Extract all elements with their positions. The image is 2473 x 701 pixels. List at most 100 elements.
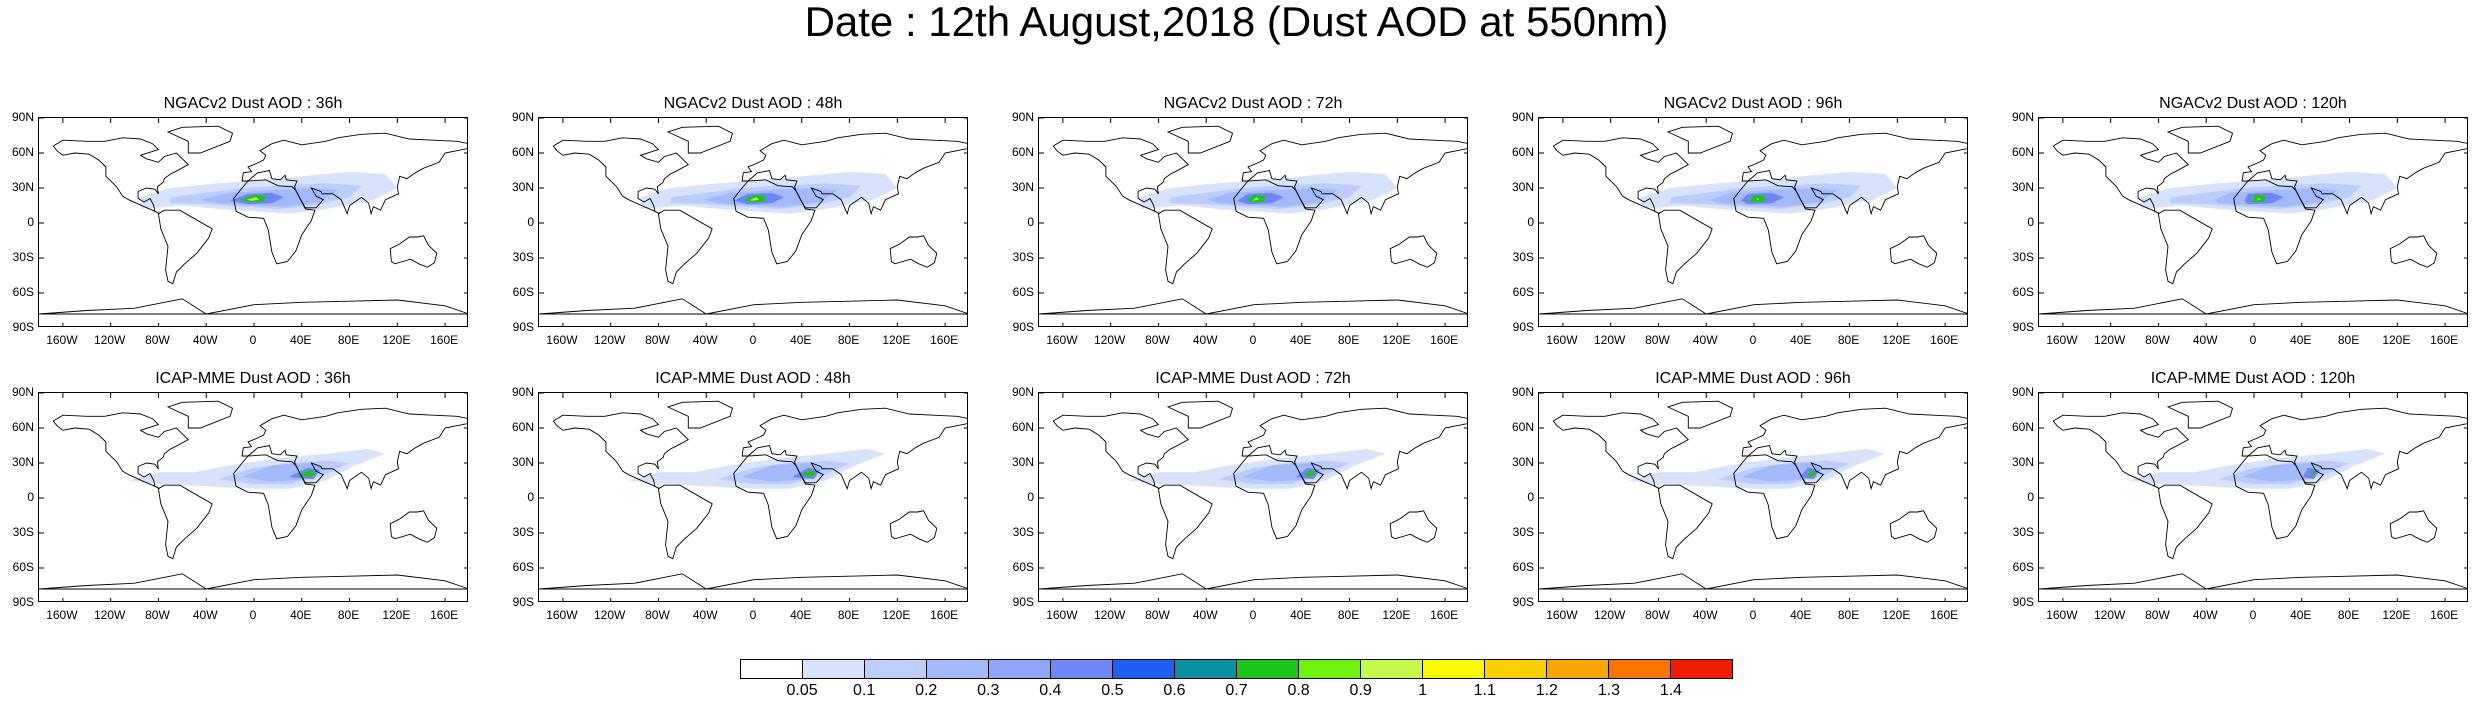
lon-tick-label: 120W <box>2093 608 2126 622</box>
lon-tick-label: 160E <box>430 333 459 347</box>
coastline <box>1657 209 1713 285</box>
lon-tick-label: 120E <box>882 333 911 347</box>
coastline <box>2389 235 2438 268</box>
lon-tick-label: 120W <box>93 333 126 347</box>
lon-tick-label: 40E <box>1790 333 1812 347</box>
coastline <box>1552 412 1690 490</box>
dust-aod-contour <box>1807 470 1817 477</box>
coastline <box>741 407 967 491</box>
coastline <box>657 209 713 285</box>
lon-tick-label: 40W <box>1192 608 1218 622</box>
lat-tick-label: 90S <box>2012 320 2034 334</box>
dust-aod-contour <box>800 470 817 477</box>
lat-tick-label: 30S <box>2012 525 2034 539</box>
panel-title: NGACv2 Dust AOD : 72h <box>1163 95 1343 112</box>
lat-tick-label: 30S <box>2012 250 2034 264</box>
coastline <box>1241 407 1467 491</box>
world-map <box>38 392 468 602</box>
coastline <box>2166 125 2234 154</box>
colorbar-swatch <box>1671 660 1732 678</box>
coastline <box>666 400 734 429</box>
colorbar-label: 1.3 <box>1597 682 1620 699</box>
coastline <box>2166 400 2234 429</box>
lat-tick-label: 30N <box>1011 180 1034 194</box>
lon-tick-label: 0 <box>749 333 757 347</box>
coastline <box>1741 407 1967 491</box>
lon-tick-label: 40W <box>1192 333 1218 347</box>
lat-tick-label: 60N <box>2011 145 2034 159</box>
lon-tick-label: 80E <box>1337 608 1360 622</box>
coastline <box>1241 132 1467 216</box>
lat-tick-label: 30N <box>11 455 34 469</box>
map-svg <box>2039 393 2467 601</box>
lat-tick-label: 30N <box>2011 180 2034 194</box>
coastline <box>389 510 438 543</box>
coastline <box>552 412 690 490</box>
coastline <box>2389 510 2438 543</box>
colorbar-swatch <box>803 660 865 678</box>
lon-tick-label: 80E <box>2337 333 2360 347</box>
colorbar-swatch <box>1485 660 1547 678</box>
lon-tick-label: 120E <box>882 608 911 622</box>
lon-tick-label: 160W <box>46 333 78 347</box>
colorbar-swatch <box>1361 660 1423 678</box>
lon-tick-label: 160W <box>1546 333 1578 347</box>
lon-tick-label: 160W <box>1546 608 1578 622</box>
coastline <box>1539 573 1967 590</box>
lat-tick-label: 60N <box>511 145 534 159</box>
coastline <box>1741 132 1967 216</box>
coastline <box>666 125 734 154</box>
coastline <box>233 454 316 540</box>
dust-aod-contour <box>297 470 317 477</box>
dust-aod-contour <box>1304 470 1317 477</box>
lon-tick-label: 0 <box>2249 608 2257 622</box>
coastline <box>39 298 467 315</box>
lon-tick-label: 160W <box>546 333 578 347</box>
coastline <box>733 454 816 540</box>
lon-tick-label: 40E <box>290 608 312 622</box>
lon-tick-label: 80W <box>1145 333 1170 347</box>
lat-tick-label: 30S <box>512 525 534 539</box>
coastline <box>1157 209 1213 285</box>
lon-tick-label: 160W <box>1046 333 1078 347</box>
coastline <box>2052 412 2190 490</box>
lon-tick-label: 80E <box>1837 608 1860 622</box>
coastline <box>2157 209 2213 285</box>
coastline <box>157 484 213 560</box>
lon-tick-label: 40W <box>192 333 218 347</box>
lon-tick-label: 80W <box>1645 608 1670 622</box>
lat-tick-label: 90N <box>11 385 34 399</box>
map-panel: ICAP-MME Dust AOD : 48h 90N 60N 30N 0 30S 60S 9… <box>512 370 968 625</box>
panel-title: ICAP-MME Dust AOD : 120h <box>2150 370 2356 387</box>
lon-tick-label: 80W <box>2145 608 2170 622</box>
lon-tick-label: 0 <box>1249 333 1257 347</box>
dust-aod-contour <box>2251 197 2262 201</box>
map-panel: ICAP-MME Dust AOD : 72h 90N 60N 30N 0 30S 60S 9… <box>1012 370 1468 625</box>
coastline <box>1889 235 1938 268</box>
lat-tick-label: 30S <box>512 250 534 264</box>
world-map <box>1538 117 1968 327</box>
lat-tick-label: 90N <box>1511 110 1534 124</box>
coastline <box>2241 132 2467 216</box>
coastline <box>1233 179 1316 265</box>
map-svg <box>1539 118 1967 326</box>
coastline <box>1657 484 1713 560</box>
lat-tick-label: 90N <box>2011 110 2034 124</box>
lat-tick-label: 60S <box>1012 285 1034 299</box>
lon-tick-label: 160W <box>546 608 578 622</box>
coastline <box>2233 179 2316 265</box>
map-svg <box>1039 393 1467 601</box>
lon-tick-label: 40W <box>1692 608 1718 622</box>
lon-tick-label: 80W <box>645 608 670 622</box>
lat-tick-label: 0 <box>527 490 534 504</box>
lon-tick-label: 80E <box>1837 333 1860 347</box>
coastline <box>1052 412 1190 490</box>
panel-title: NGACv2 Dust AOD : 96h <box>1663 95 1843 112</box>
coastline <box>166 125 234 154</box>
lat-tick-label: 90S <box>12 320 34 334</box>
lat-tick-label: 0 <box>1527 490 1534 504</box>
lat-tick-label: 0 <box>1027 215 1034 229</box>
lat-tick-label: 0 <box>2027 215 2034 229</box>
colorbar-swatch <box>989 660 1051 678</box>
panel-title: NGACv2 Dust AOD : 120h <box>2159 95 2347 112</box>
